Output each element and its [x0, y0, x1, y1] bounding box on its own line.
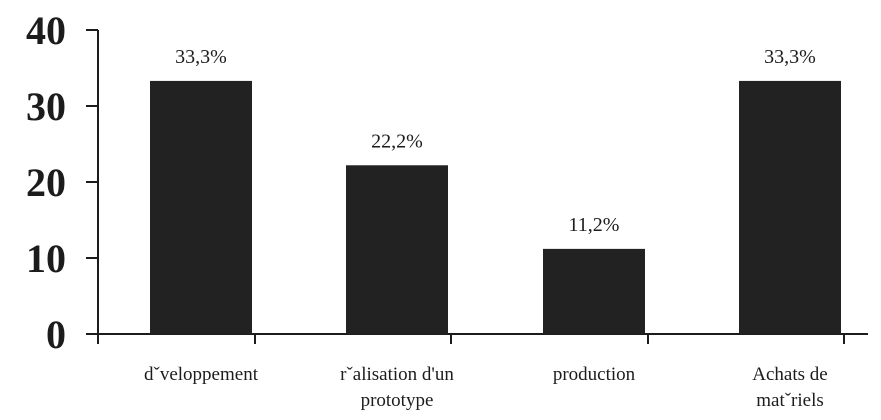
x-tick-label: rˇalisation d'un: [340, 364, 454, 385]
bar: [739, 80, 841, 334]
y-tick-label: 40: [26, 8, 66, 53]
x-tick-label: Achats de: [752, 364, 827, 385]
data-label: 22,2%: [371, 130, 423, 152]
y-tick-label: 0: [46, 312, 66, 357]
bar: [543, 248, 645, 334]
x-tick-label: matˇriels: [756, 390, 824, 411]
bar: [150, 80, 252, 334]
y-tick-label: 20: [26, 160, 66, 205]
bar: [346, 165, 448, 334]
data-label: 11,2%: [569, 214, 620, 236]
labels: 33,3% dˇveloppement 22,2% rˇalisation d'un p…: [144, 46, 828, 411]
bars: [150, 80, 841, 334]
y-tick-label: 10: [26, 236, 66, 281]
data-label: 33,3%: [764, 46, 816, 68]
x-tick-label: production: [553, 364, 636, 385]
y-tick-label: 30: [26, 84, 66, 129]
x-tick-label: dˇveloppement: [144, 364, 259, 385]
data-label: 33,3%: [175, 46, 227, 68]
x-tick-label: prototype: [361, 390, 434, 411]
